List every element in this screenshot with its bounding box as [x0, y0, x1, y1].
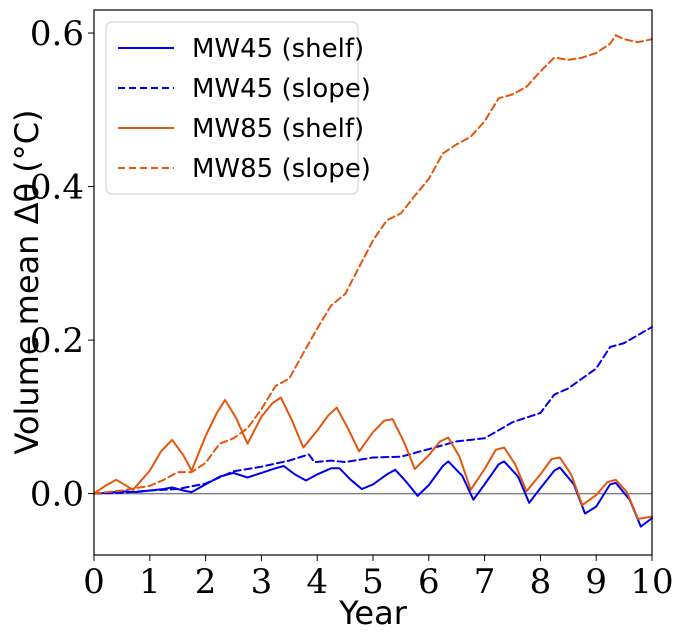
x-tick-label: 5	[362, 562, 384, 602]
x-tick-label: 3	[251, 562, 273, 602]
x-tick-label: 7	[474, 562, 496, 602]
x-tick-label: 6	[418, 562, 440, 602]
y-tick-label: 0.2	[30, 321, 84, 361]
y-tick-label: 0.0	[30, 475, 84, 515]
series-line-2	[93, 326, 653, 495]
x-tick-label: 2	[195, 562, 217, 602]
x-tick-label: 8	[530, 562, 552, 602]
legend-box	[105, 21, 359, 195]
legend-label-4: MW85 (slope)	[192, 154, 371, 184]
legend-label-1: MW45 (shelf)	[192, 34, 364, 64]
legend: MW45 (shelf) MW45 (slope) MW85 (shelf) MW85…	[105, 21, 371, 195]
plot-area	[93, 34, 653, 528]
series-line-3	[93, 396, 653, 520]
y-tick-label: 0.6	[30, 14, 84, 54]
series-line-4	[93, 34, 653, 495]
x-tick-label: 1	[139, 562, 161, 602]
x-axis-label: Year	[338, 594, 408, 632]
x-tick-label: 10	[630, 562, 673, 602]
y-axis: 0.0 0.2 0.4 0.6	[30, 14, 94, 515]
legend-label-2: MW45 (slope)	[192, 74, 371, 104]
x-tick-label: 9	[585, 562, 607, 602]
x-tick-label: 0	[83, 562, 105, 602]
series-line-1	[93, 460, 653, 528]
legend-label-3: MW85 (shelf)	[192, 114, 364, 144]
y-axis-label: Volume mean Δθ (°C)	[8, 109, 46, 454]
x-tick-label: 4	[306, 562, 328, 602]
x-axis: 0 1 2 3 4 5 6 7 8 9 10	[83, 555, 674, 602]
y-tick-label: 0.4	[30, 168, 84, 208]
